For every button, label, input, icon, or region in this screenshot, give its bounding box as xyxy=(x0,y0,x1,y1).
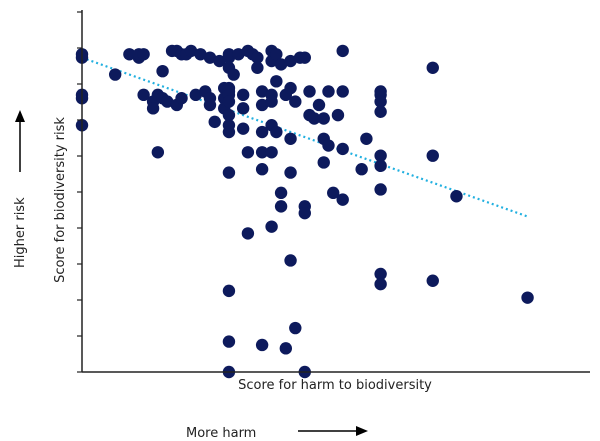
data-point xyxy=(156,64,169,78)
data-point xyxy=(208,115,221,129)
data-point xyxy=(222,125,236,139)
data-point xyxy=(222,335,236,348)
data-point xyxy=(426,149,439,162)
up-arrow-icon xyxy=(15,110,25,172)
data-point xyxy=(426,61,439,74)
data-point xyxy=(336,193,349,206)
data-point xyxy=(355,163,368,176)
data-point xyxy=(521,291,534,304)
data-point xyxy=(236,88,250,102)
y-direction-label: Higher risk xyxy=(13,197,28,268)
data-point xyxy=(274,186,288,200)
data-point xyxy=(236,102,250,115)
y-axis-label: Score for biodiversity risk xyxy=(53,117,68,283)
data-point xyxy=(374,183,387,196)
data-point xyxy=(184,44,198,58)
data-point xyxy=(374,95,387,108)
y-axis-ticks xyxy=(77,11,82,373)
data-point xyxy=(317,112,330,125)
trendline xyxy=(81,56,528,218)
data-point xyxy=(322,85,335,98)
data-point xyxy=(137,88,150,102)
data-point xyxy=(251,61,264,74)
data-point xyxy=(213,54,226,68)
data-point xyxy=(241,227,255,240)
data-point xyxy=(312,98,326,112)
data-point xyxy=(236,122,250,135)
data-point xyxy=(222,108,236,122)
data-point xyxy=(308,112,321,125)
data-point xyxy=(274,58,288,71)
trendline-layer xyxy=(81,56,528,218)
data-point xyxy=(284,54,297,68)
data-point xyxy=(222,166,236,179)
data-point xyxy=(336,44,349,58)
data-point xyxy=(270,125,283,139)
data-point xyxy=(331,108,345,122)
data-point xyxy=(255,85,269,98)
data-point xyxy=(146,102,160,115)
data-point xyxy=(189,88,202,102)
data-point xyxy=(255,163,269,176)
data-point xyxy=(270,48,283,61)
data-point xyxy=(265,220,278,233)
data-point xyxy=(317,156,330,169)
data-point xyxy=(222,95,236,108)
x-direction-label: More harm xyxy=(186,426,256,441)
data-point xyxy=(255,338,269,352)
data-point xyxy=(161,95,174,108)
data-point xyxy=(322,139,335,152)
data-point xyxy=(151,146,165,159)
data-point xyxy=(298,206,311,220)
data-point xyxy=(284,132,297,145)
data-point xyxy=(289,321,302,335)
data-point xyxy=(374,159,387,173)
data-point xyxy=(251,51,264,64)
data-point xyxy=(426,274,439,287)
data-point xyxy=(374,277,387,291)
data-point xyxy=(255,125,269,139)
data-point xyxy=(298,51,311,64)
data-point xyxy=(279,342,293,355)
data-point xyxy=(222,284,236,298)
data-point xyxy=(336,85,349,98)
data-point xyxy=(327,186,340,200)
data-point xyxy=(108,68,122,81)
data-point xyxy=(227,68,240,81)
data-point xyxy=(374,267,387,281)
data-point xyxy=(194,48,207,61)
data-point xyxy=(374,149,387,162)
data-point xyxy=(284,166,297,179)
data-point xyxy=(255,98,269,112)
data-point xyxy=(274,200,288,213)
data-point xyxy=(374,105,387,118)
data-point xyxy=(270,75,283,88)
data-point xyxy=(123,48,136,61)
data-point xyxy=(450,190,463,203)
data-point xyxy=(137,48,150,61)
data-point xyxy=(360,132,373,145)
data-point xyxy=(232,48,245,61)
points-layer xyxy=(75,44,534,379)
data-point xyxy=(255,146,269,159)
data-point xyxy=(265,146,278,159)
data-point xyxy=(203,51,217,64)
x-axis-label: Score for harm to biodiversity xyxy=(238,378,432,393)
data-point xyxy=(222,48,236,61)
data-point xyxy=(336,142,349,156)
data-point xyxy=(241,146,255,159)
data-point xyxy=(289,95,302,108)
data-point xyxy=(203,98,217,112)
right-arrow-icon xyxy=(298,426,368,436)
data-point xyxy=(175,92,188,105)
data-point xyxy=(284,254,297,267)
data-point xyxy=(265,95,278,108)
data-point xyxy=(284,81,297,95)
data-point xyxy=(303,85,316,98)
